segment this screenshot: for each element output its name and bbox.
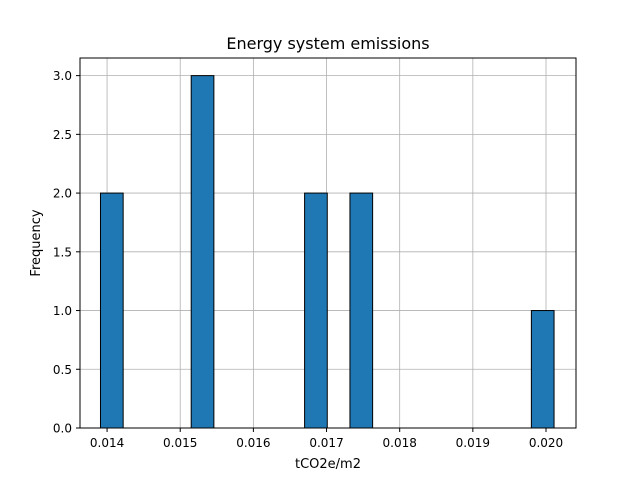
y-tick-label: 0.5 — [53, 363, 72, 377]
x-tick-label: 0.014 — [90, 436, 124, 450]
x-tick-label: 0.017 — [309, 436, 343, 450]
y-tick-label: 2.5 — [53, 128, 72, 142]
y-axis-ticks: 0.0 0.5 1.0 1.5 2.0 2.5 3.0 — [53, 69, 80, 436]
x-tick-label: 0.018 — [383, 436, 417, 450]
histogram-bar — [349, 192, 374, 429]
histogram-bar — [190, 75, 215, 429]
histogram-bar — [304, 192, 328, 429]
y-tick-label: 1.5 — [53, 245, 72, 259]
y-tick-label: 1.0 — [53, 304, 72, 318]
x-tick-label: 0.020 — [529, 436, 563, 450]
plot-frame — [79, 57, 577, 429]
chart-title: Energy system emissions — [226, 34, 429, 53]
y-tick-label: 0.0 — [53, 422, 72, 436]
histogram-bar — [99, 192, 124, 429]
y-tick-label: 3.0 — [53, 69, 72, 83]
y-tick-label: 2.0 — [53, 187, 72, 201]
x-axis-ticks: 0.014 0.015 0.016 0.017 0.018 0.019 0.020 — [90, 428, 563, 450]
x-tick-label: 0.016 — [236, 436, 270, 450]
histogram-bar — [530, 310, 555, 429]
y-axis-label: Frequency — [29, 209, 44, 276]
x-tick-label: 0.015 — [163, 436, 197, 450]
x-axis-label: tCO2e/m2 — [295, 457, 361, 472]
x-tick-label: 0.019 — [456, 436, 490, 450]
